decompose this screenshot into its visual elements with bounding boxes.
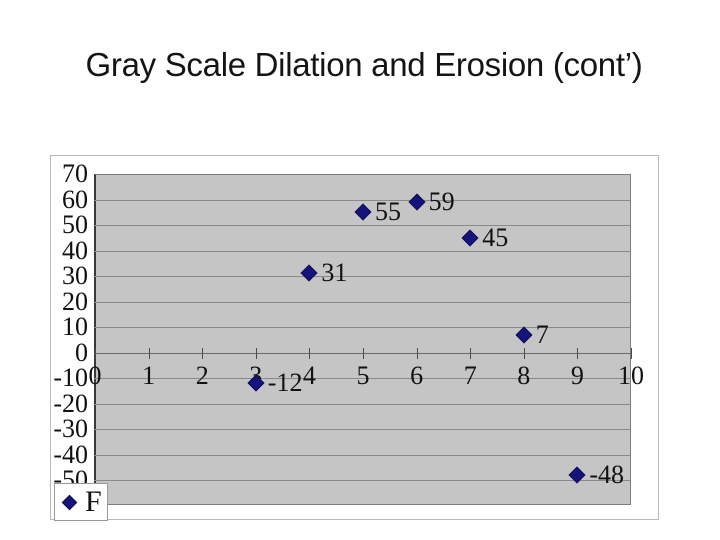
legend: F — [54, 483, 108, 521]
gridline — [94, 301, 631, 303]
y-axis-tick-label: -40 — [53, 439, 88, 469]
gridline — [94, 454, 631, 456]
x-axis-tick-label: 10 — [618, 360, 644, 390]
gridline — [94, 199, 631, 201]
data-point-label: 31 — [321, 258, 348, 288]
x-axis-tick-label: 4 — [302, 360, 316, 390]
x-axis-tick — [470, 347, 472, 359]
y-axis-tick-label: 20 — [62, 286, 88, 316]
x-axis-tick-label: 8 — [517, 360, 531, 390]
y-axis-tick-label: 40 — [62, 235, 88, 265]
gridline — [94, 276, 631, 277]
x-axis-tick — [363, 347, 364, 359]
gridline — [94, 327, 631, 328]
legend-series-label: F — [85, 485, 102, 518]
page-title: Gray Scale Dilation and Erosion (cont’) — [85, 46, 643, 83]
x-axis-tick — [577, 347, 579, 359]
x-axis-tick — [416, 347, 418, 359]
data-point-label: 59 — [428, 187, 455, 217]
x-axis-tick-label: 0 — [88, 360, 102, 390]
y-axis-tick-label: 50 — [62, 210, 88, 239]
x-axis-tick-label: 5 — [356, 360, 370, 390]
x-axis-tick — [95, 347, 96, 359]
gridline — [94, 225, 631, 226]
y-axis-tick-label: 0 — [75, 337, 88, 367]
gridline — [94, 480, 631, 481]
data-point-label: 55 — [375, 197, 401, 227]
gridline — [94, 429, 631, 430]
data-point-label: 45 — [482, 222, 509, 252]
y-axis-tick-label: -10 — [53, 363, 88, 392]
data-point-label: -12 — [267, 368, 303, 398]
plot-area — [94, 174, 631, 505]
data-point-label: -48 — [589, 459, 625, 489]
x-axis-tick-label: 9 — [570, 360, 584, 390]
y-axis-tick-label: -30 — [53, 414, 88, 443]
chart: F 706050403020100-10-20-30-40-5001234567… — [50, 155, 659, 521]
y-axis-tick-label: 70 — [62, 159, 88, 188]
x-axis-tick-label: 1 — [142, 360, 156, 390]
data-point-label: 7 — [535, 319, 549, 349]
x-axis-tick-label: 2 — [195, 360, 209, 390]
legend-diamond-icon — [61, 494, 78, 511]
x-axis-tick — [202, 347, 204, 359]
x-axis-tick — [523, 347, 525, 359]
x-axis-tick — [309, 347, 311, 359]
x-axis-tick — [148, 347, 150, 359]
gridline — [94, 403, 631, 405]
gridline — [94, 250, 631, 252]
x-axis-tick — [631, 347, 632, 359]
y-axis-tick-label: 30 — [62, 261, 88, 290]
y-axis-tick-label: -20 — [53, 388, 88, 418]
x-axis-tick-label: 6 — [410, 360, 424, 390]
y-axis-tick-label: 60 — [62, 184, 88, 214]
y-axis-tick-label: 10 — [62, 312, 88, 341]
gridline — [94, 378, 631, 379]
x-axis-tick-label: 7 — [463, 360, 477, 390]
x-axis-tick — [255, 347, 257, 359]
x-axis-line — [94, 352, 631, 354]
